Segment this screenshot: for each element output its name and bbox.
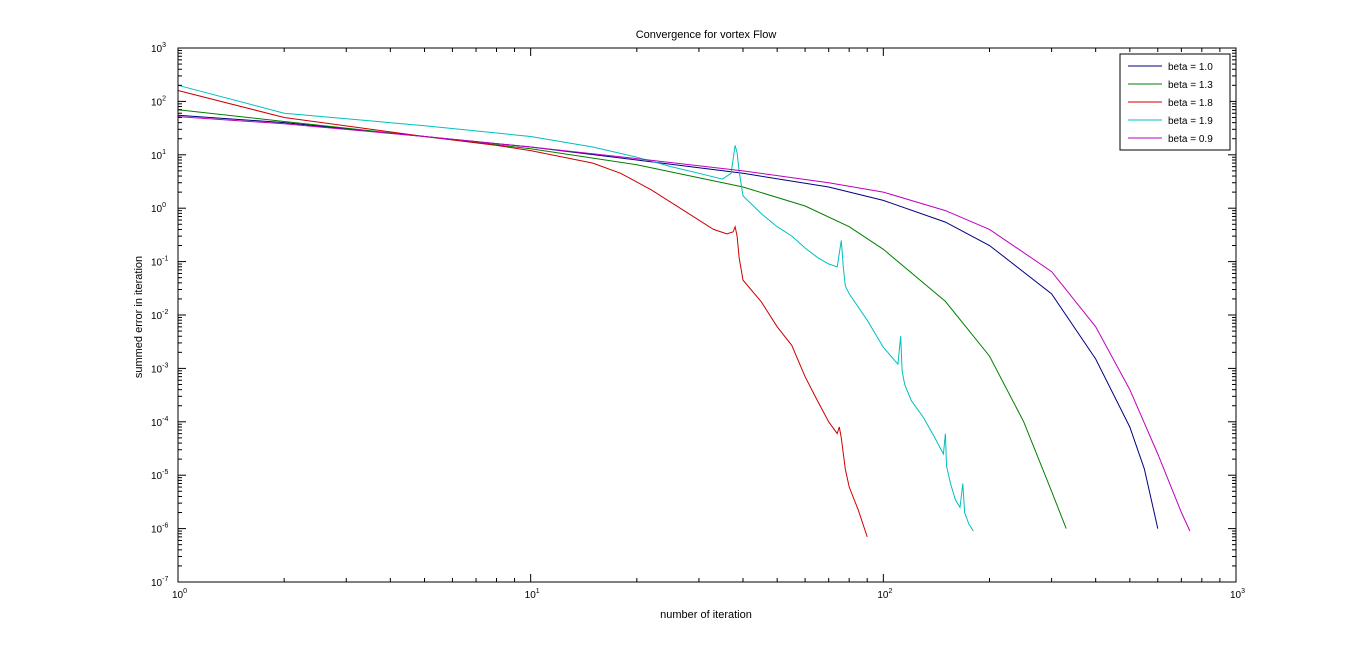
y-tick-label: 100: [151, 202, 166, 215]
chart-title: Convergence for vortex Flow: [636, 29, 777, 41]
y-tick-exponent: 2: [162, 95, 166, 102]
y-tick-base: 10: [151, 471, 163, 482]
y-tick-exponent: -7: [162, 576, 168, 583]
series-line-2: [177, 90, 868, 538]
y-tick-base: 10: [151, 311, 163, 322]
x-axis-label: number of iteration: [660, 609, 752, 621]
y-tick-exponent: -4: [162, 416, 168, 423]
legend-label: beta = 1.0: [1168, 62, 1213, 73]
y-tick-base: 10: [151, 258, 163, 269]
y-tick-label: 10-5: [151, 469, 168, 482]
y-tick-base: 10: [151, 525, 163, 536]
x-tick-exponent: 1: [536, 588, 540, 595]
x-tick-base: 10: [172, 590, 184, 601]
y-tick-label: 10-4: [151, 416, 168, 429]
y-tick-exponent: -5: [162, 469, 168, 476]
x-tick-base: 10: [525, 590, 537, 601]
y-tick-label: 10-1: [151, 256, 168, 269]
y-tick-base: 10: [151, 578, 163, 589]
x-tick-base: 10: [1230, 590, 1242, 601]
x-tick-base: 10: [877, 590, 889, 601]
legend-label: beta = 1.3: [1168, 80, 1213, 91]
y-tick-exponent: -6: [162, 523, 168, 530]
x-tick-label: 102: [877, 588, 892, 601]
y-tick-exponent: -2: [162, 309, 168, 316]
y-tick-exponent: 0: [162, 202, 166, 209]
y-tick-label: 10-2: [151, 309, 168, 322]
series-layer: [177, 84, 1191, 538]
y-tick-base: 10: [151, 151, 163, 162]
y-tick-base: 10: [151, 364, 163, 375]
legend-label: beta = 1.9: [1168, 116, 1213, 127]
legend-label: beta = 1.8: [1168, 98, 1213, 109]
y-tick-base: 10: [151, 204, 163, 215]
y-tick-exponent: 3: [162, 42, 166, 49]
y-tick-label: 10-3: [151, 362, 168, 375]
x-tick-label: 101: [525, 588, 540, 601]
y-tick-label: 10-6: [151, 523, 168, 536]
y-tick-exponent: -1: [162, 256, 168, 263]
y-tick-exponent: 1: [162, 149, 166, 156]
legend: beta = 1.0 beta = 1.3 beta = 1.8 beta = 1.9…: [1119, 53, 1231, 151]
y-tick-label: 101: [151, 149, 166, 162]
y-axis-label: summed error in iteration: [133, 256, 145, 378]
y-tick-base: 10: [151, 418, 163, 429]
x-tick-exponent: 0: [183, 588, 187, 595]
x-tick-exponent: 2: [888, 588, 892, 595]
y-tick-label: 10-7: [151, 576, 168, 589]
x-tick-label: 100: [172, 588, 187, 601]
series-line-4: [177, 116, 1191, 532]
x-tick-label: 103: [1230, 588, 1245, 601]
x-tick-exponent: 3: [1241, 588, 1245, 595]
y-tick-base: 10: [151, 97, 163, 108]
ticks-layer: 100 101 102 10310-710-610-510-410-310-210-1…: [151, 42, 1245, 601]
y-tick-base: 10: [151, 44, 163, 55]
series-line-3: [177, 84, 974, 532]
y-tick-exponent: -3: [162, 362, 168, 369]
y-tick-label: 103: [151, 42, 166, 55]
y-tick-label: 102: [151, 95, 166, 108]
legend-label: beta = 0.9: [1168, 134, 1213, 145]
